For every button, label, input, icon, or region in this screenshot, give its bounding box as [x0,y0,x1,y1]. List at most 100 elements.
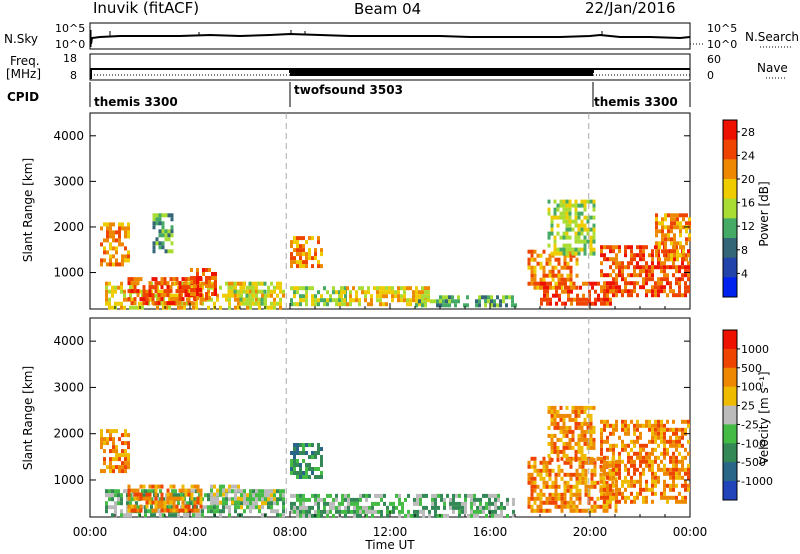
power-cell-2 [151,277,155,282]
velocity-cell-2 [172,508,176,513]
power-cell-4 [205,292,208,296]
velocity-cell-1 [249,493,252,498]
power-cell-8 [364,294,367,299]
power-cell-6 [293,240,296,245]
velocity-cell-1 [213,509,216,514]
velocity-cell-9 [675,471,678,476]
velocity-cell-9 [663,483,666,488]
power-cell-14 [685,241,688,246]
velocity-cell-1 [249,489,252,494]
power-cell-14 [688,237,691,242]
power-cell-12 [553,211,557,216]
power-cell-12 [592,223,596,228]
velocity-cell-3 [231,500,234,505]
velocity-cell-1 [282,505,285,510]
velocity-cell-6 [398,497,401,502]
velocity-cell-7 [575,488,579,493]
power-cell-13 [663,265,666,270]
power-cell-13 [660,269,663,274]
velocity-cell-9 [612,423,615,428]
power-cell-13 [669,289,672,294]
velocity-cell-6 [323,501,326,506]
power-cell-9 [487,295,490,300]
velocity-cell-9 [621,479,624,484]
velocity-cell-2 [181,488,185,493]
velocity-cell-9 [672,443,675,448]
velocity-cell-7 [593,500,597,505]
power-cell-14 [676,221,679,226]
velocity-cell-7 [563,488,567,493]
power-cell-13 [618,249,621,254]
velocity-cell-7 [542,492,546,497]
velocity-cell-9 [609,487,612,492]
power-cell-2 [163,289,167,294]
velocity-cell-9 [687,423,690,428]
velocity-cell-9 [624,447,627,452]
velocity-cell-9 [627,471,630,476]
power-cell-10 [533,265,537,270]
power-cell-9 [463,303,466,308]
power-cell-13 [624,245,627,250]
power-cell-13 [651,273,654,278]
power-cell-14 [682,249,685,254]
velocity-cell-8 [583,409,587,414]
velocity-cell-0 [112,465,115,470]
cpid-segment-2: twofsound 3503 [294,83,403,97]
power-cell-7 [314,298,317,303]
power-cell-11 [567,297,570,302]
velocity-cell-2 [133,504,137,509]
velocity-cell-7 [527,504,531,509]
velocity-cell-6 [452,509,455,514]
velocity-cell-9 [657,435,660,440]
velocity-cell-6 [485,505,488,510]
power-cell-14 [676,257,679,262]
velocity-cell-2 [163,504,167,509]
velocity-cell-5 [302,475,305,479]
power-cell-12 [592,207,596,212]
velocity-cell-1 [174,493,177,498]
velocity-cell-6 [512,501,515,506]
velocity-cell-1 [120,509,123,514]
velocity-cell-7 [554,472,558,477]
velocity-cell-6 [359,513,362,518]
power-cell-9 [448,295,451,300]
power-cell-2 [142,297,146,302]
power-cell-1 [240,281,243,286]
velocity-cell-9 [660,495,663,500]
velocity-cell-6 [305,513,308,518]
velocity-cell-8 [583,417,587,422]
velocity-cell-7 [584,508,588,513]
velocity-cell-7 [575,484,579,489]
velocity-cell-6 [308,505,311,510]
power-cell-6 [290,256,293,261]
power-cell-13 [633,289,636,294]
power-cell-8 [379,302,382,307]
power-cell-6 [317,240,320,245]
velocity-cell-7 [551,468,555,473]
velocity-cell-0 [103,457,106,462]
velocity-cell-9 [675,439,678,444]
power-cell-13 [606,289,609,294]
power-cell-2 [166,289,170,294]
velocity-cell-9 [627,495,630,500]
power-cell-0 [100,226,103,231]
velocity-cell-7 [578,472,582,477]
velocity-cell-1 [120,497,123,502]
velocity-cell-1 [168,513,171,518]
power-cell-10 [533,257,537,262]
velocity-cell-0 [124,429,127,434]
velocity-cell-2 [187,508,191,513]
velocity-cell-4 [240,493,243,498]
velocity-cell-1 [117,489,120,494]
power-cell-11 [594,289,597,294]
power-cell-12 [580,247,584,252]
power-cell-13 [657,249,660,254]
power-cell-13 [660,285,663,290]
velocity-cell-8 [568,445,572,450]
velocity-cell-4 [261,489,264,494]
power-cell-0 [106,262,109,267]
velocity-cell-9 [606,435,609,440]
velocity-cell-2 [175,508,179,513]
power-cell-1 [249,297,252,302]
